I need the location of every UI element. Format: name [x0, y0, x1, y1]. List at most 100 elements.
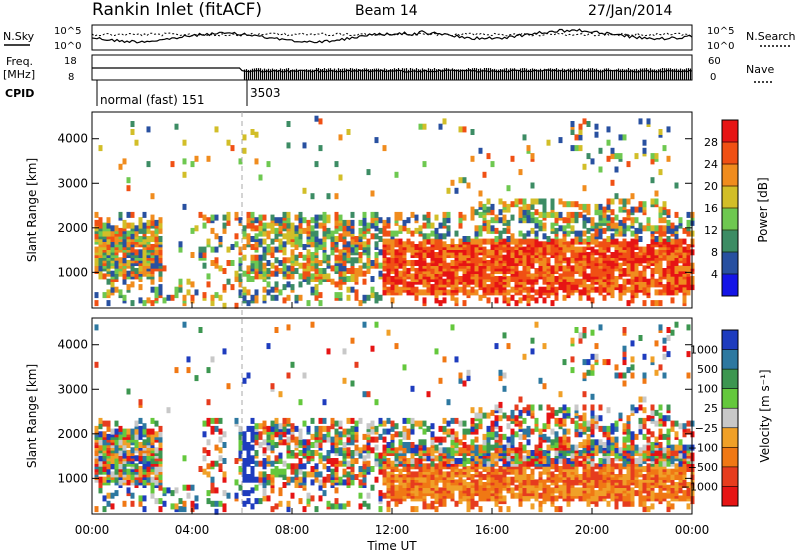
- heatmap-cell: [271, 215, 275, 221]
- heatmap-cell: [275, 423, 279, 429]
- heatmap-cell: [583, 373, 587, 379]
- heatmap-cell: [583, 413, 587, 419]
- heatmap-cell: [531, 338, 535, 344]
- heatmap-cell: [171, 490, 175, 496]
- heatmap-cell: [595, 239, 599, 245]
- heatmap-cell: [295, 255, 299, 261]
- heatmap-cell: [463, 429, 467, 435]
- heatmap-cell: [435, 506, 439, 512]
- heatmap-cell: [347, 418, 351, 424]
- heatmap-cell: [607, 140, 611, 146]
- heatmap-cell: [475, 239, 479, 245]
- heatmap-cell: [303, 439, 307, 445]
- heatmap-cell: [523, 134, 527, 140]
- heatmap-cell: [679, 287, 683, 293]
- heatmap-cell: [667, 236, 671, 242]
- heatmap-cell: [271, 506, 275, 512]
- heatmap-cell: [423, 233, 427, 239]
- heatmap-cell: [455, 260, 459, 266]
- heatmap-cell: [531, 239, 535, 245]
- heatmap-cell: [619, 199, 623, 205]
- heatmap-cell: [651, 153, 655, 159]
- heatmap-cell: [415, 260, 419, 266]
- heatmap-cell: [343, 429, 347, 435]
- heatmap-cell: [423, 439, 427, 445]
- heatmap-cell: [447, 217, 451, 223]
- heatmap-cell: [143, 429, 147, 435]
- heatmap-cell: [303, 263, 307, 269]
- heatmap-cell: [679, 265, 683, 271]
- heatmap-cell: [579, 247, 583, 253]
- heatmap-cell: [607, 501, 611, 507]
- heatmap-cell: [347, 276, 351, 282]
- heatmap-cell: [619, 263, 623, 269]
- heatmap-cell: [351, 426, 355, 432]
- heatmap-cell: [507, 260, 511, 266]
- heatmap-cell: [319, 431, 323, 437]
- heatmap-cell: [411, 273, 415, 279]
- heatmap-cell: [279, 423, 283, 429]
- heatmap-cell: [439, 469, 443, 475]
- heatmap-cell: [331, 445, 335, 451]
- heatmap-cell: [219, 501, 223, 507]
- heatmap-cell: [251, 431, 255, 437]
- heatmap-cell: [399, 257, 403, 263]
- heatmap-cell: [571, 217, 575, 223]
- heatmap-cell: [595, 477, 599, 483]
- heatmap-cell: [667, 220, 671, 226]
- heatmap-cell: [371, 191, 375, 197]
- heatmap-cell: [95, 212, 99, 218]
- heatmap-cell: [255, 498, 259, 504]
- heatmap-cell: [183, 204, 187, 210]
- heatmap-cell: [139, 399, 143, 405]
- heatmap-cell: [439, 124, 443, 130]
- heatmap-cell: [683, 228, 687, 234]
- heatmap-cell: [627, 429, 631, 435]
- heatmap-cell: [491, 244, 495, 250]
- heatmap-cell: [475, 485, 479, 491]
- heatmap-cell: [371, 421, 375, 427]
- heatmap-cell: [375, 461, 379, 467]
- heatmap-cell: [243, 445, 247, 451]
- heatmap-cell: [583, 289, 587, 295]
- heatmap-cell: [459, 276, 463, 282]
- heatmap-cell: [635, 217, 639, 223]
- heatmap-cell: [271, 421, 275, 427]
- cpid-segment-2: 3503: [250, 86, 281, 100]
- heatmap-cell: [531, 228, 535, 234]
- heatmap-cell: [643, 482, 647, 488]
- heatmap-cell: [335, 429, 339, 435]
- heatmap-cell: [567, 231, 571, 237]
- heatmap-cell: [339, 447, 343, 453]
- heatmap-cell: [451, 485, 455, 491]
- heatmap-cell: [423, 445, 427, 451]
- heatmap-cell: [155, 249, 159, 255]
- heatmap-cell: [639, 455, 643, 461]
- heatmap-cell: [159, 498, 163, 504]
- heatmap-cell: [463, 421, 467, 427]
- heatmap-cell: [315, 471, 319, 477]
- heatmap-cell: [399, 271, 403, 277]
- heatmap-cell: [499, 199, 503, 205]
- heatmap-cell: [607, 156, 611, 162]
- heatmap-cell: [295, 426, 299, 432]
- heatmap-cell: [523, 354, 527, 360]
- heatmap-cell: [375, 252, 379, 258]
- heatmap-cell: [299, 477, 303, 483]
- heatmap-cell: [483, 445, 487, 451]
- heatmap-cell: [627, 445, 631, 451]
- heatmap-cell: [579, 415, 583, 421]
- heatmap-cell: [219, 455, 223, 461]
- heatmap-cell: [559, 137, 563, 143]
- heatmap-cell: [583, 118, 587, 124]
- heatmap-cell: [259, 477, 263, 483]
- heatmap-cell: [327, 215, 331, 221]
- heatmap-cell: [579, 332, 583, 338]
- heatmap-cell: [343, 255, 347, 261]
- heatmap-cell: [323, 418, 327, 424]
- heatmap-cell: [287, 121, 291, 127]
- heatmap-cell: [307, 471, 311, 477]
- heatmap-cell: [159, 426, 163, 432]
- heatmap-cell: [451, 260, 455, 266]
- heatmap-cell: [243, 287, 247, 293]
